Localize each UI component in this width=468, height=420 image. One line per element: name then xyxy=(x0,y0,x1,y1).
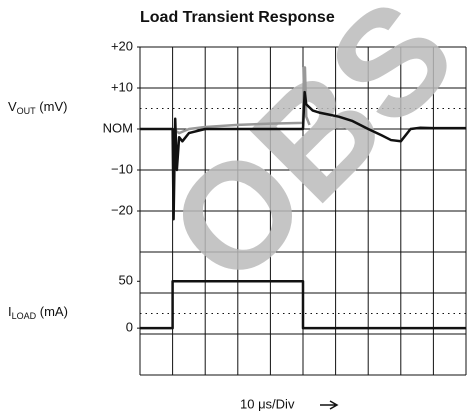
y-tick-label: NOM xyxy=(103,120,133,135)
trace xyxy=(171,66,311,135)
trace xyxy=(140,280,466,330)
y-tick-label: −10 xyxy=(111,161,133,176)
trace xyxy=(140,90,466,221)
y2-label-unit: (mA) xyxy=(36,304,68,319)
y-label-main: V xyxy=(8,99,17,114)
y2-tick-label: 50 xyxy=(119,273,133,288)
y-axis-label: VOUT (mV) xyxy=(8,99,67,116)
y2-axis-label: ILOAD (mA) xyxy=(8,304,68,321)
y-tick-label: +10 xyxy=(111,79,133,94)
y-tick-label: +20 xyxy=(111,38,133,53)
y2-tick-label: 0 xyxy=(126,320,133,335)
x-axis-label: 10 μs/Div xyxy=(240,396,295,411)
chart-title: Load Transient Response xyxy=(140,9,335,26)
y2-label-main: I xyxy=(8,304,12,319)
y2-label-sub: LOAD xyxy=(12,311,37,321)
y-tick-label: −20 xyxy=(111,202,133,217)
arrow xyxy=(320,400,339,410)
y-label-unit: (mV) xyxy=(36,99,68,114)
y-label-sub: OUT xyxy=(17,106,37,116)
